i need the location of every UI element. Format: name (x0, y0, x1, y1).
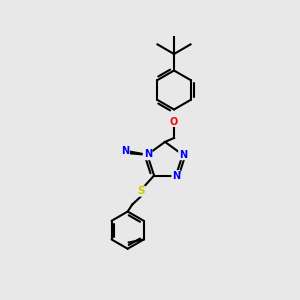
Text: O: O (170, 116, 178, 127)
Text: N: N (178, 150, 187, 160)
Text: N: N (143, 150, 152, 160)
Text: N: N (121, 146, 130, 156)
Text: N: N (144, 149, 152, 159)
Text: N: N (172, 170, 180, 181)
Text: S: S (137, 186, 145, 196)
